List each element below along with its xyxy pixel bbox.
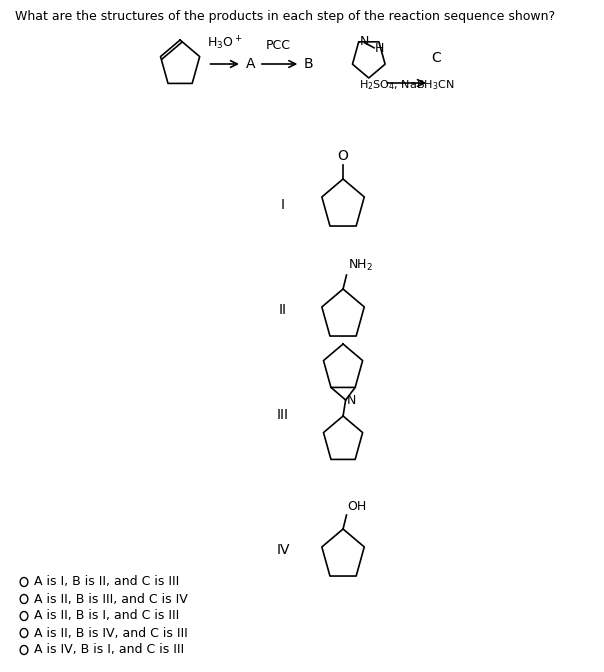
Text: I: I: [281, 198, 285, 212]
Text: A is II, B is I, and C is III: A is II, B is I, and C is III: [34, 610, 179, 622]
Text: H: H: [375, 42, 384, 55]
Text: C: C: [431, 51, 440, 65]
Text: H$_3$O$^+$: H$_3$O$^+$: [207, 34, 242, 52]
Text: A is II, B is III, and C is IV: A is II, B is III, and C is IV: [34, 593, 188, 605]
Text: H$_2$SO$_4$, NaBH$_3$CN: H$_2$SO$_4$, NaBH$_3$CN: [359, 78, 454, 92]
Text: N: N: [359, 36, 369, 48]
Text: What are the structures of the products in each step of the reaction sequence sh: What are the structures of the products …: [16, 10, 556, 23]
Text: A is IV, B is I, and C is III: A is IV, B is I, and C is III: [34, 644, 184, 657]
Text: NH$_2$: NH$_2$: [349, 258, 373, 273]
Text: N: N: [347, 394, 356, 407]
Text: A: A: [246, 57, 255, 71]
Text: A is I, B is II, and C is III: A is I, B is II, and C is III: [34, 575, 179, 589]
Text: O: O: [338, 149, 349, 163]
Text: III: III: [277, 408, 289, 422]
Text: IV: IV: [276, 543, 290, 557]
Text: II: II: [279, 303, 287, 317]
Text: OH: OH: [347, 500, 367, 513]
Text: PCC: PCC: [266, 39, 291, 52]
Text: A is II, B is IV, and C is III: A is II, B is IV, and C is III: [34, 626, 188, 640]
Text: B: B: [304, 57, 313, 71]
